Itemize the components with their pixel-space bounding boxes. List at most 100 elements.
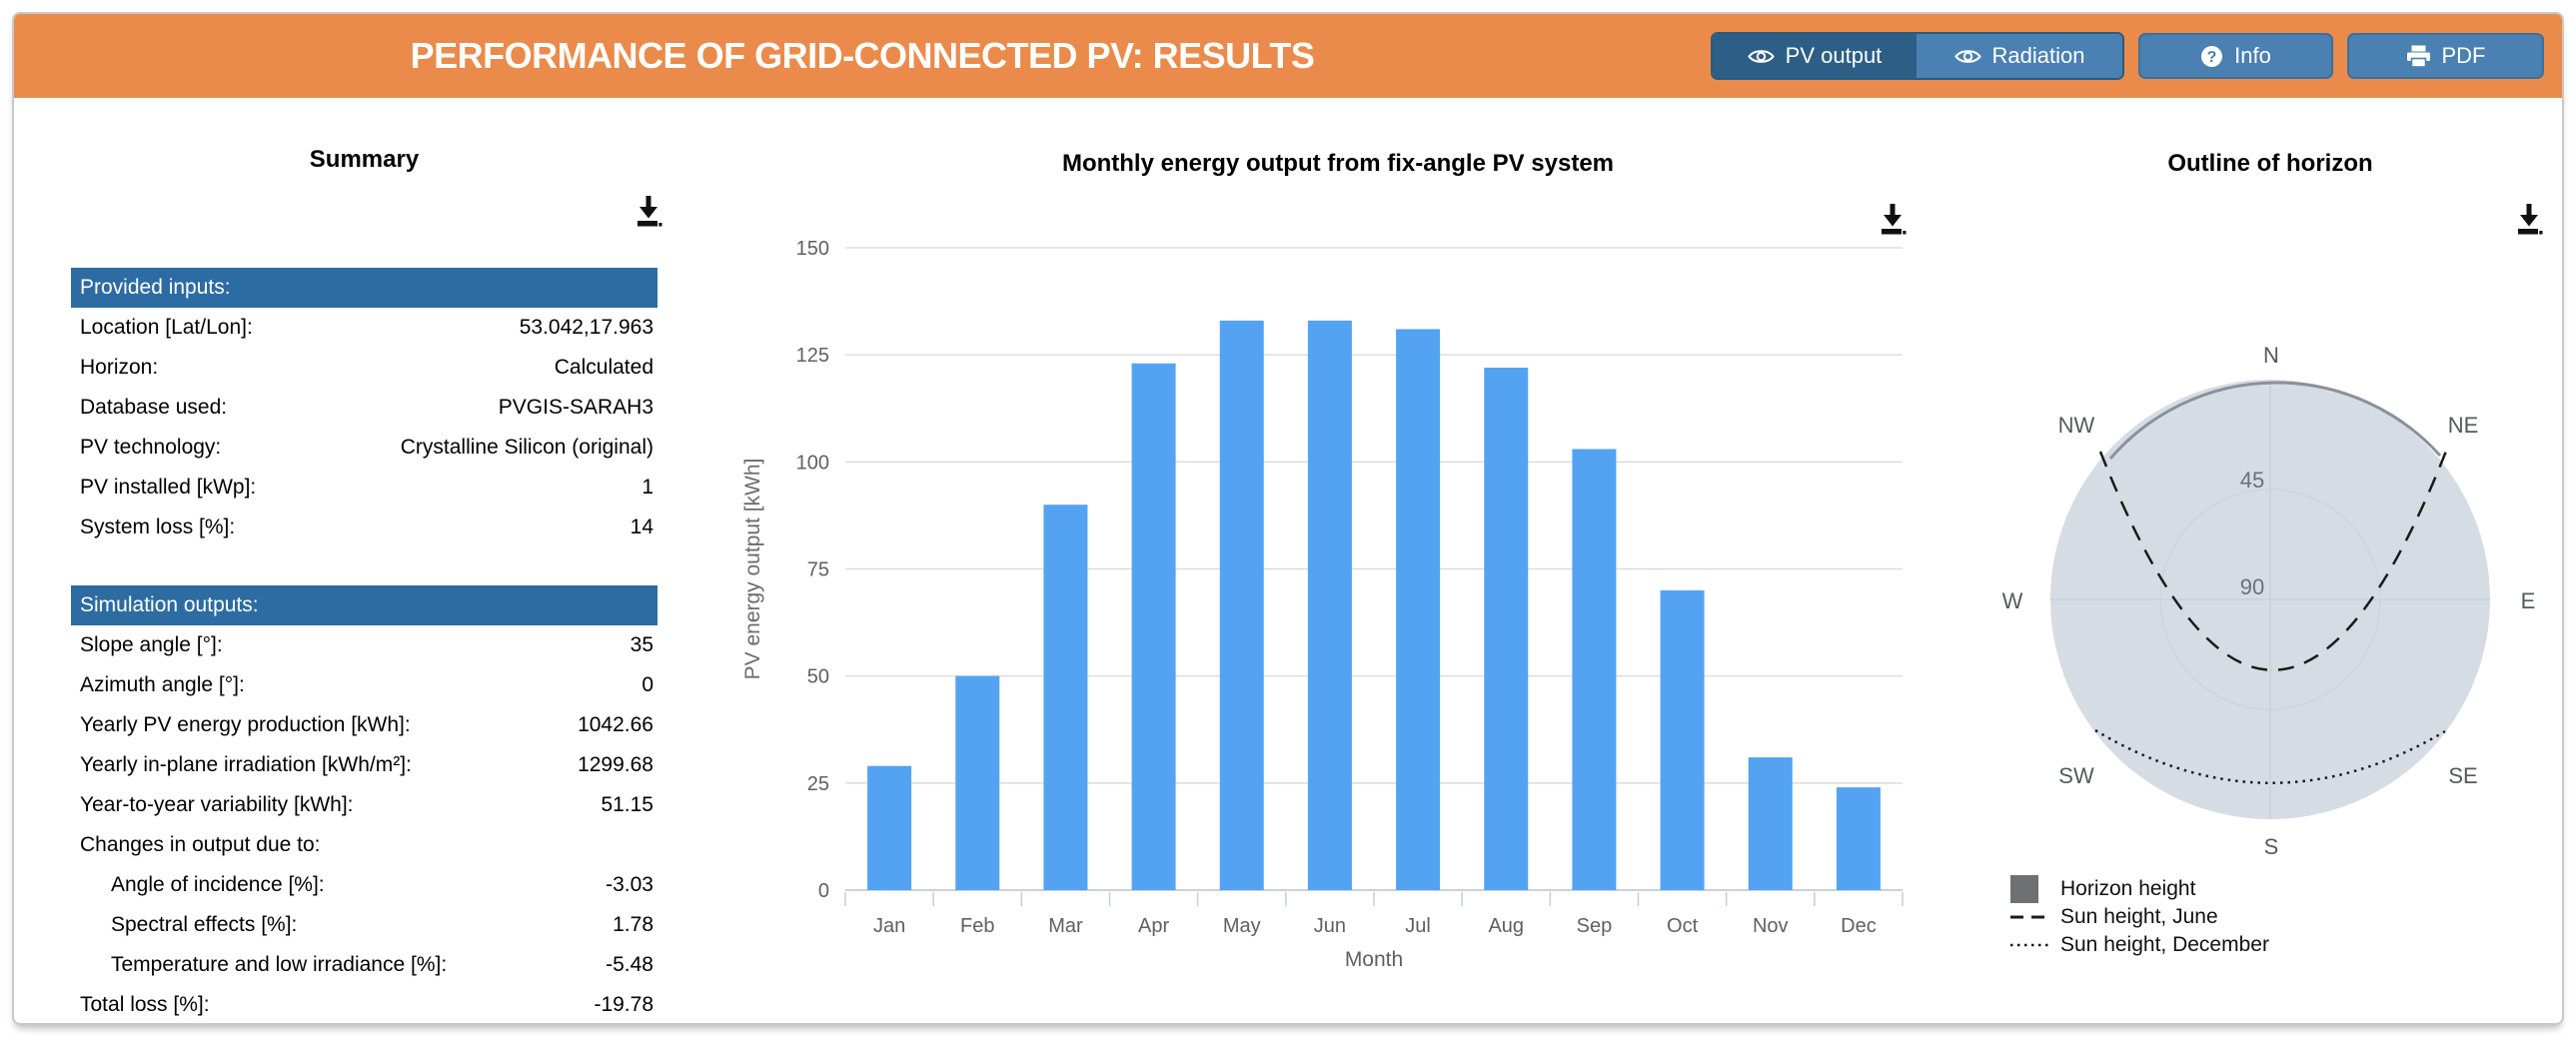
eye-icon [1953, 48, 1981, 65]
horizon-legend: Horizon height Sun height, June Sun height… [2010, 875, 2269, 959]
bar-Nov [1748, 757, 1793, 890]
legend-item: Horizon height [2010, 875, 2269, 903]
row-value: -5.48 [606, 953, 653, 976]
legend-label: Sun height, December [2060, 933, 2269, 956]
table-row: Horizon: Calculated [71, 348, 657, 388]
table-row: Database used: PVGIS-SARAH3 [71, 388, 657, 428]
bar-Oct [1660, 589, 1705, 890]
compass-label-sw: SW [2058, 763, 2094, 788]
bar-Mar [1043, 505, 1088, 890]
horizon-panel: Outline of horizon N NE E SE S SW W NW [1970, 124, 2562, 1023]
svg-text:Oct: Oct [1667, 915, 1699, 937]
bar-chart-panel: Monthly energy output from fix-angle PV … [713, 124, 1962, 1023]
compass-labels: N NE E SE S SW W NW [2002, 343, 2536, 859]
app-window: PERFORMANCE OF GRID-CONNECTED PV: RESULT… [12, 12, 2564, 1025]
question-mark-icon: ? [2200, 45, 2223, 68]
eye-icon [1747, 48, 1775, 65]
legend-item: Sun height, June [2010, 903, 2269, 931]
radial-labels: 45 90 [2240, 468, 2264, 599]
row-label: PV technology: [80, 436, 222, 459]
compass-label-e: E [2521, 588, 2536, 613]
table-row: Angle of incidence [%]: -3.03 [71, 865, 657, 905]
view-toggle-group: PV output Radiation [1711, 32, 2124, 80]
button-label: PV output [1785, 43, 1883, 68]
svg-text:Jun: Jun [1314, 915, 1346, 937]
radial-label-45: 45 [2240, 468, 2264, 493]
row-value: -3.03 [606, 873, 653, 896]
download-chart-icon[interactable] [1878, 202, 1908, 236]
pv-output-button[interactable]: PV output [1713, 34, 1917, 78]
table-row: Spectral effects [%]: 1.78 [71, 905, 657, 945]
printer-icon [2406, 45, 2431, 68]
info-button[interactable]: ? Info [2138, 33, 2333, 79]
row-label: Horizon: [80, 356, 159, 379]
row-label: Yearly PV energy production [kWh]: [80, 713, 411, 736]
button-label: Radiation [1991, 43, 2085, 68]
table-row: PV installed [kWp]: 1 [71, 468, 657, 508]
row-value: -19.78 [594, 993, 653, 1016]
legend-label: Sun height, June [2060, 905, 2218, 928]
x-axis-title: Month [1345, 948, 1403, 971]
row-label: Changes in output due to: [80, 833, 321, 856]
download-horizon-icon[interactable] [2514, 202, 2544, 236]
button-label: Info [2234, 43, 2271, 68]
row-value: 53.042,17.963 [519, 316, 653, 339]
bar-Feb [955, 675, 1000, 890]
button-label: PDF [2441, 43, 2486, 68]
svg-text:Mar: Mar [1048, 915, 1083, 937]
summary-panel: Summary Provided inputs: Location [Lat/Lo… [71, 146, 662, 1023]
download-summary-icon[interactable] [634, 194, 663, 228]
row-label: Temperature and low irradiance [%]: [111, 953, 448, 976]
row-value: Calculated [554, 356, 653, 379]
svg-text:150: 150 [796, 238, 829, 260]
bar-Jun [1307, 320, 1352, 890]
row-value: 51.15 [601, 793, 653, 816]
bar-Apr [1131, 363, 1176, 890]
header: PERFORMANCE OF GRID-CONNECTED PV: RESULT… [14, 14, 2562, 98]
legend-dashed-line-icon [2010, 914, 2048, 920]
radial-label-90: 90 [2240, 574, 2264, 599]
row-value: 14 [630, 516, 653, 538]
row-value: 1 [642, 476, 653, 499]
pdf-button[interactable]: PDF [2347, 33, 2544, 79]
bar-chart: 0 25 50 75 100 125 150 Jan Feb Mar Apr May Jun Jul Aug… [741, 238, 1904, 971]
table-row: Azimuth angle [°]: 0 [71, 665, 657, 705]
table-row: System loss [%]: 14 [71, 508, 657, 547]
table-row: Slope angle [°]: 35 [71, 625, 657, 665]
row-label: Spectral effects [%]: [111, 913, 298, 936]
legend-item: Sun height, December [2010, 931, 2269, 959]
row-label: System loss [%]: [80, 516, 236, 538]
table-row: Total loss [%]: -19.78 [71, 985, 657, 1023]
row-value: 35 [630, 633, 653, 656]
svg-text:Jul: Jul [1405, 915, 1431, 937]
table-section-header: Provided inputs: [71, 268, 657, 308]
header-buttons: PV output Radiation ? Info [1711, 32, 2544, 80]
compass-label-ne: NE [2448, 413, 2479, 438]
table-row: Yearly PV energy production [kWh]: 1042.6… [71, 705, 657, 745]
table-row: Changes in output due to: [71, 825, 657, 865]
svg-text:75: 75 [807, 559, 829, 581]
bar-Sep [1572, 449, 1617, 890]
compass-label-se: SE [2448, 763, 2477, 788]
row-label: PV installed [kWp]: [80, 476, 257, 499]
horizon-title: Outline of horizon [2167, 150, 2373, 177]
horizon-polar-chart: N NE E SE S SW W NW 45 90 [2002, 343, 2536, 859]
svg-text:Feb: Feb [960, 915, 994, 937]
bar-Jul [1396, 329, 1441, 890]
row-label: Database used: [80, 396, 228, 419]
compass-label-w: W [2002, 588, 2023, 613]
row-value: 1042.66 [578, 713, 653, 736]
sun-height-june-line [2098, 448, 2449, 671]
table-row: Year-to-year variability [kWh]: 51.15 [71, 785, 657, 825]
sun-height-december-line [2094, 728, 2446, 784]
bar-May [1219, 320, 1264, 890]
svg-text:25: 25 [807, 773, 829, 795]
bar-chart-title: Monthly energy output from fix-angle PV … [1061, 150, 1615, 177]
row-label: Year-to-year variability [kWh]: [80, 793, 354, 816]
table-row: Temperature and low irradiance [%]: -5.48 [71, 945, 657, 985]
radiation-button[interactable]: Radiation [1917, 34, 2122, 78]
bar-Aug [1484, 368, 1529, 890]
row-label: Angle of incidence [%]: [111, 873, 325, 896]
row-label: Yearly in-plane irradiation [kWh/m²]: [80, 753, 412, 776]
row-value: 1299.68 [578, 753, 653, 776]
